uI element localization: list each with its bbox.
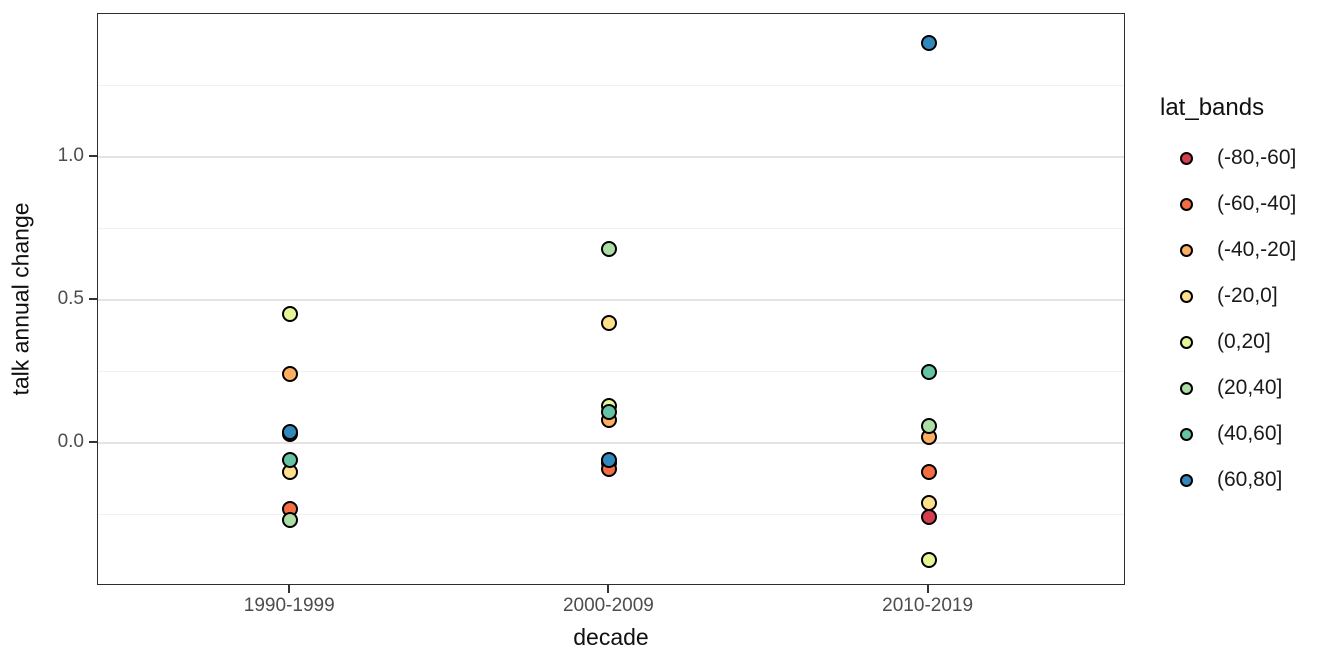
data-point	[601, 240, 618, 257]
plot-panel	[97, 13, 1125, 585]
legend-label: (-40,-20]	[1217, 238, 1297, 261]
data-point	[282, 512, 299, 529]
x-tick-mark	[926, 585, 929, 593]
legend-label: (-60,-40]	[1217, 192, 1297, 215]
y-tick-mark	[89, 441, 97, 443]
minor-gridline	[98, 370, 1124, 373]
legend-swatch-icon	[1180, 151, 1193, 165]
legend-item: (-20,0]	[1160, 284, 1296, 308]
data-point	[920, 509, 937, 526]
y-tick-label: 0.5	[57, 288, 84, 309]
minor-gridline	[98, 227, 1124, 230]
minor-gridline	[98, 513, 1124, 516]
data-point	[920, 34, 937, 51]
legend-item: (60,80]	[1160, 468, 1296, 492]
data-point	[282, 306, 299, 323]
major-gridline	[98, 299, 1124, 301]
data-point	[920, 417, 937, 434]
legend-item: (-40,-20]	[1160, 238, 1296, 262]
y-axis-title: talk annual change	[7, 202, 34, 396]
legend-label: (60,80]	[1217, 468, 1283, 491]
x-tick-label: 2010-2019	[882, 595, 974, 616]
legend-item: (40,60]	[1160, 422, 1296, 446]
legend-label: (0,20]	[1217, 330, 1271, 353]
data-point	[920, 552, 937, 569]
data-point	[601, 403, 618, 420]
legend-swatch-icon	[1180, 427, 1193, 441]
legend: lat_bands (-80,-60] (-60,-40] (-40,-20] (-2…	[1160, 94, 1296, 514]
legend-item: (20,40]	[1160, 376, 1296, 400]
legend-item: (-80,-60]	[1160, 146, 1296, 170]
major-gridline	[98, 156, 1124, 158]
legend-swatch-icon	[1180, 289, 1193, 303]
x-axis-title: decade	[573, 624, 649, 650]
x-tick-mark	[288, 585, 291, 593]
data-point	[601, 314, 618, 331]
x-tick-mark	[607, 585, 610, 593]
legend-label: (-20,0]	[1217, 284, 1278, 307]
x-tick-label: 2000-2009	[562, 595, 654, 616]
data-point	[920, 495, 937, 512]
legend-swatch-icon	[1180, 335, 1193, 349]
x-tick-label: 1990-1999	[243, 595, 335, 616]
legend-title: lat_bands	[1160, 94, 1265, 121]
data-point	[920, 363, 937, 380]
legend-item: (0,20]	[1160, 330, 1296, 354]
y-tick-mark	[89, 155, 97, 157]
data-point	[282, 423, 299, 440]
data-point	[920, 463, 937, 480]
legend-swatch-icon	[1180, 381, 1193, 395]
legend-swatch-icon	[1180, 243, 1193, 257]
minor-gridline	[98, 84, 1124, 87]
legend-label: (20,40]	[1217, 376, 1283, 399]
y-tick-label: 0.0	[57, 431, 84, 452]
legend-swatch-icon	[1180, 197, 1193, 211]
data-point	[601, 452, 618, 469]
legend-item: (-60,-40]	[1160, 192, 1296, 216]
legend-label: (40,60]	[1217, 422, 1283, 445]
data-point	[282, 366, 299, 383]
y-tick-label: 1.0	[57, 145, 84, 166]
legend-items: (-80,-60] (-60,-40] (-40,-20] (-20,0] (0,20]…	[1160, 146, 1296, 492]
data-point	[282, 452, 299, 469]
legend-swatch-icon	[1180, 473, 1193, 487]
y-tick-mark	[89, 298, 97, 300]
legend-label: (-80,-60]	[1217, 146, 1297, 169]
major-gridline	[98, 442, 1124, 444]
